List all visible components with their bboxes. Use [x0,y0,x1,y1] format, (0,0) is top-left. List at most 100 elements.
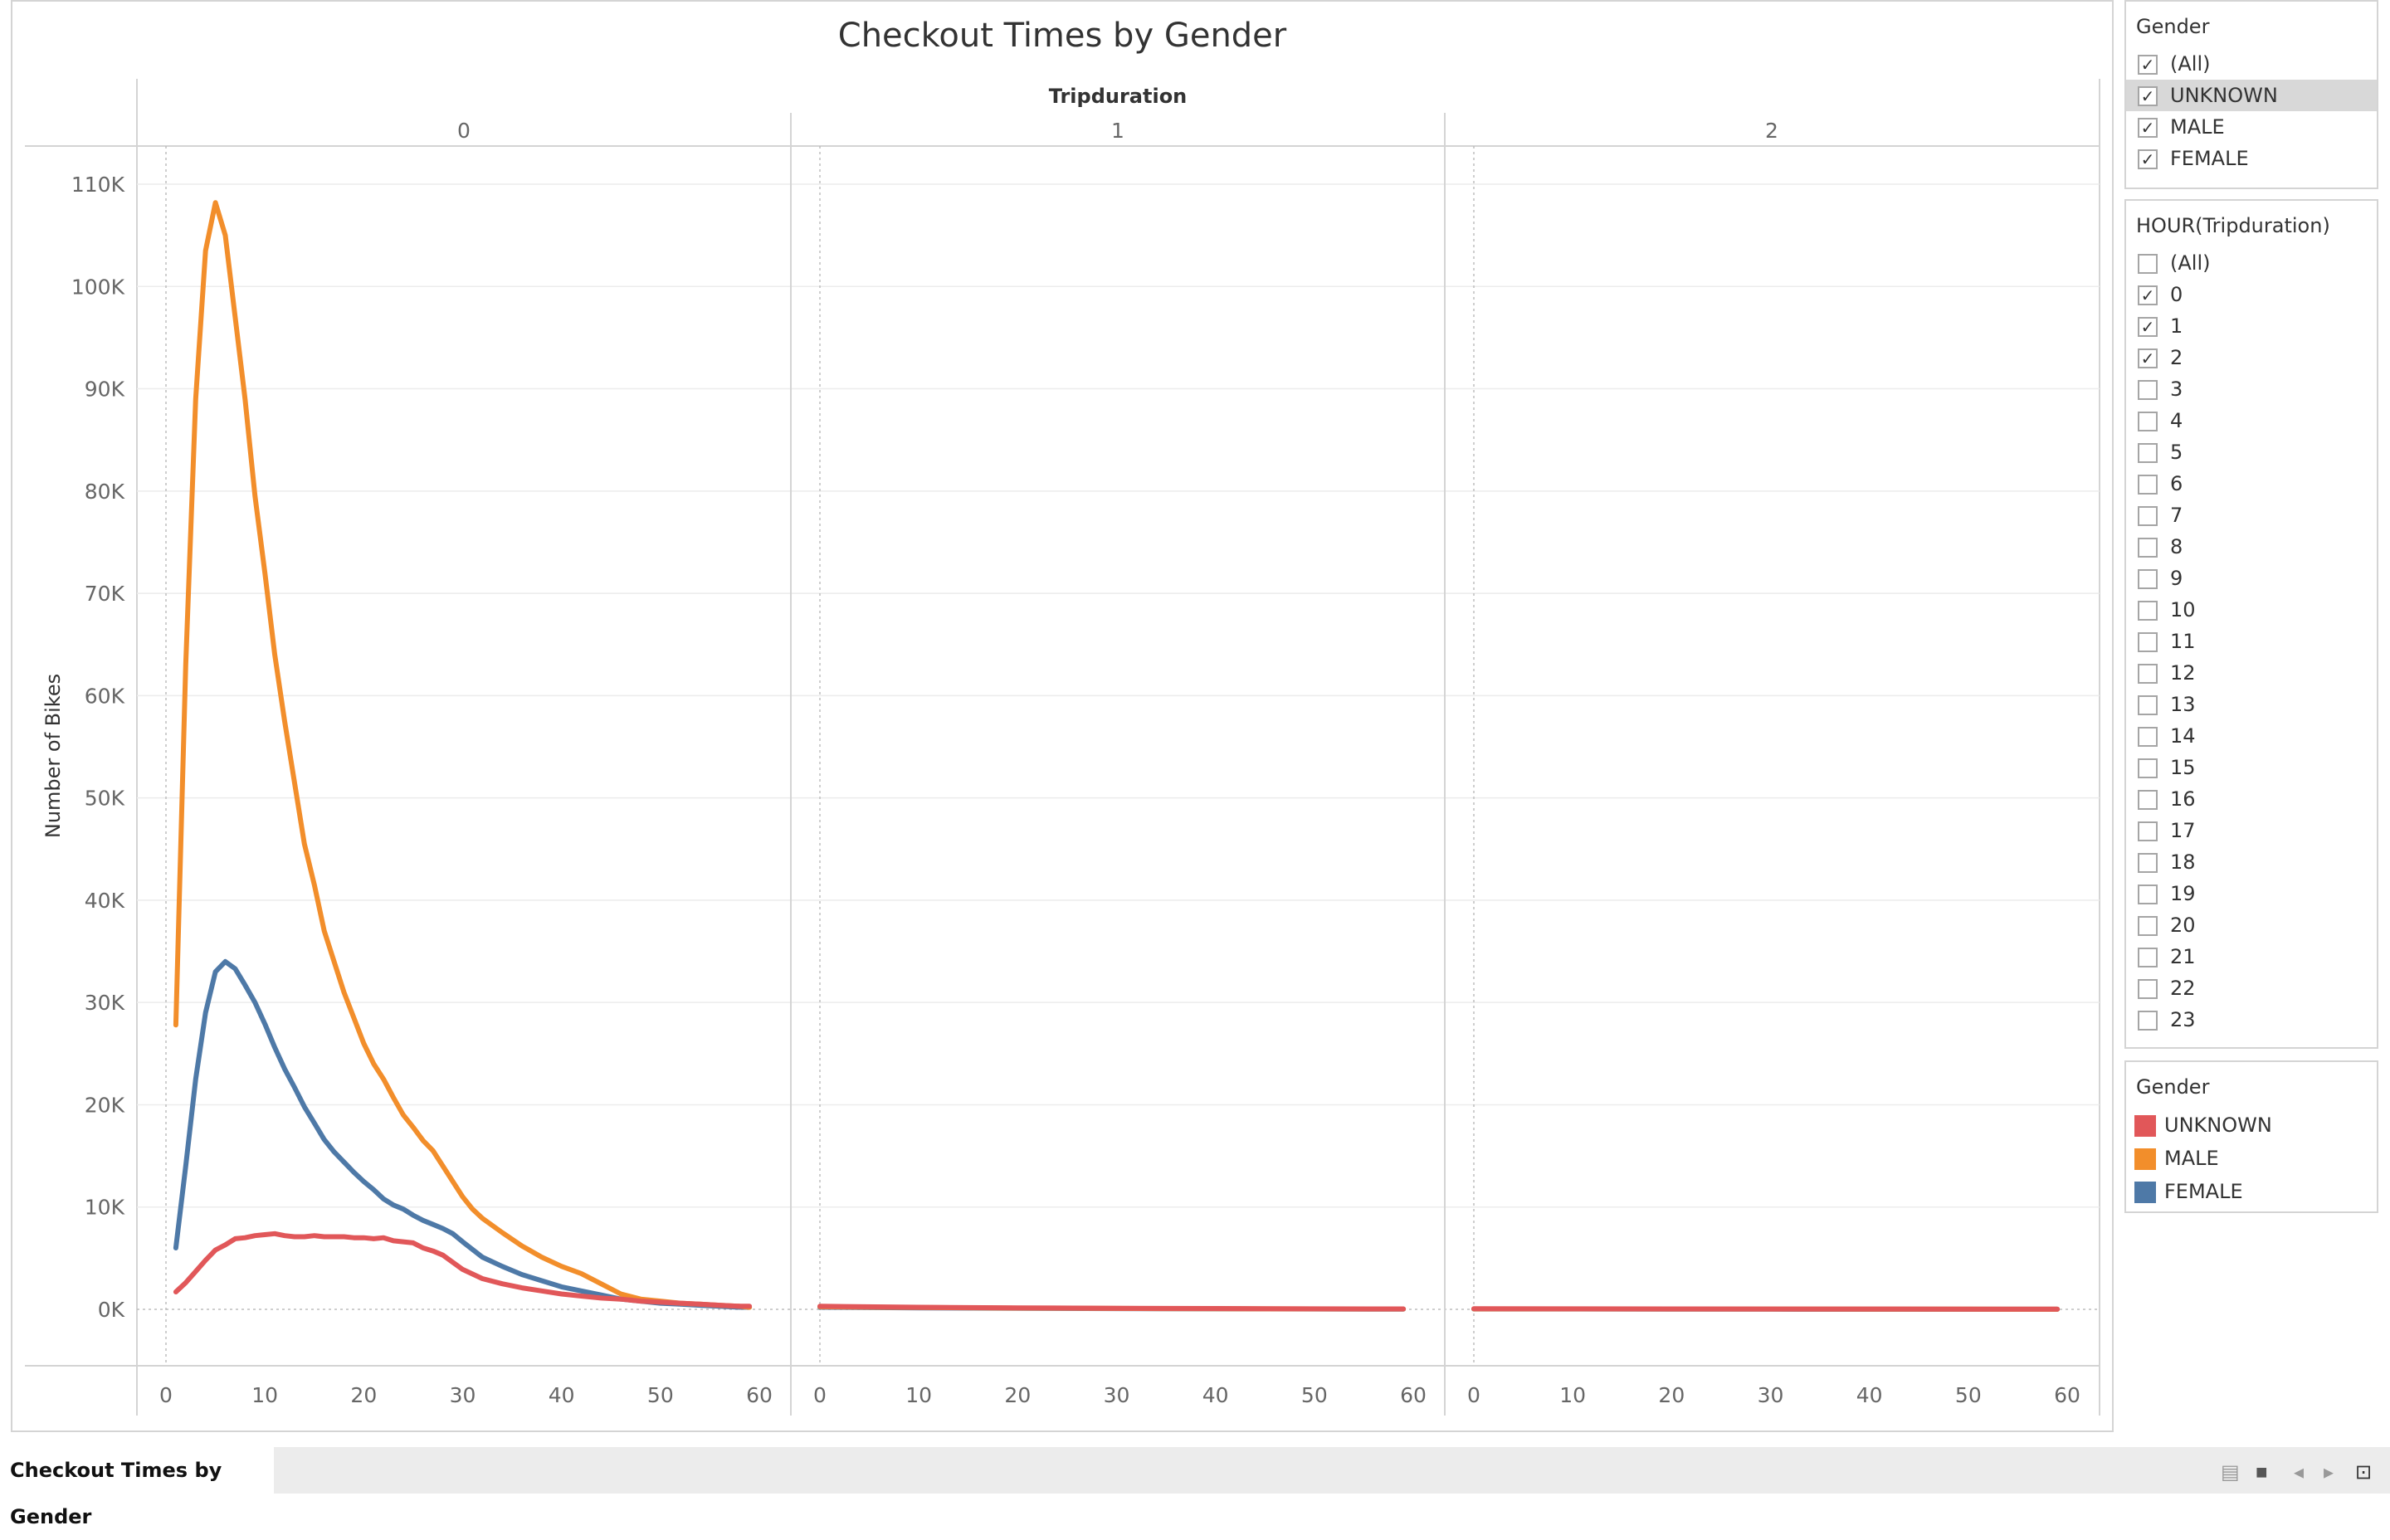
grid-view-icon[interactable]: ▤ [2221,1463,2240,1483]
legend-item[interactable]: UNKNOWN [2126,1109,2377,1142]
checkbox[interactable] [2138,506,2158,526]
hour-filter-option[interactable]: ✓2 [2126,342,2377,373]
gender-filter-option-label: FEMALE [2170,143,2249,174]
panel-header-label: 1 [1111,119,1124,143]
y-tick-label: 80K [85,480,125,504]
checkbox[interactable]: ✓ [2138,55,2158,75]
hour-filter-option-label: 15 [2170,752,2196,783]
hour-filter-option-label: (All) [2170,247,2210,279]
checkbox[interactable]: ✓ [2138,317,2158,337]
column-header: Tripduration [1049,85,1188,108]
sheet-tab[interactable]: Checkout Times by Gender [0,1447,274,1494]
hour-filter-option[interactable]: 18 [2126,846,2377,878]
hour-filter-title: HOUR(Tripduration) [2126,201,2377,247]
x-tick-label: 60 [2054,1383,2080,1407]
legend-swatch [2134,1115,2156,1137]
hour-filter-option[interactable]: 13 [2126,689,2377,720]
hour-filter-option-label: 12 [2170,657,2196,689]
checkbox[interactable]: ✓ [2138,348,2158,368]
hour-filter-option-label: 11 [2170,626,2196,657]
hour-filter-option[interactable]: 11 [2126,626,2377,657]
hour-filter-option-label: 2 [2170,342,2183,373]
y-tick-label: 10K [85,1196,125,1220]
checkbox[interactable] [2138,412,2158,431]
hour-filter-option[interactable]: ✓1 [2126,310,2377,342]
hour-filter-option[interactable]: 10 [2126,594,2377,626]
previous-sheet-icon[interactable]: ◂ [2294,1463,2304,1483]
hour-filter-option[interactable]: 3 [2126,373,2377,405]
legend-item[interactable]: MALE [2126,1142,2377,1175]
checkbox[interactable] [2138,948,2158,967]
hour-filter-option[interactable]: ✓0 [2126,279,2377,310]
checkbox[interactable] [2138,853,2158,873]
hour-filter-option[interactable]: 5 [2126,436,2377,468]
hour-filter-option[interactable]: 12 [2126,657,2377,689]
checkbox[interactable] [2138,601,2158,621]
x-tick-label: 50 [647,1383,674,1407]
hour-filter-option[interactable]: 6 [2126,468,2377,500]
checkbox[interactable] [2138,443,2158,463]
checkbox[interactable] [2138,569,2158,589]
x-tick-label: 10 [1559,1383,1586,1407]
checkbox[interactable]: ✓ [2138,285,2158,305]
checkbox[interactable] [2138,916,2158,936]
checkbox[interactable]: ✓ [2138,149,2158,169]
hour-filter-option[interactable]: 15 [2126,752,2377,783]
x-tick-label: 30 [1758,1383,1784,1407]
hour-filter-option[interactable]: 8 [2126,531,2377,563]
checkbox[interactable] [2138,664,2158,684]
gender-filter-option-label: (All) [2170,48,2210,80]
x-tick-label: 50 [1301,1383,1328,1407]
gender-filter-option[interactable]: ✓MALE [2126,111,2377,143]
checkbox[interactable]: ✓ [2138,118,2158,138]
x-tick-label: 50 [1955,1383,1982,1407]
hour-filter-option-label: 23 [2170,1004,2196,1036]
y-axis-title: Number of Bikes [41,674,65,838]
hour-filter-option[interactable]: 7 [2126,500,2377,531]
hour-filter-option[interactable]: 14 [2126,720,2377,752]
hour-filter-option[interactable]: (All) [2126,247,2377,279]
hour-filter-option[interactable]: 21 [2126,941,2377,972]
checkbox[interactable] [2138,979,2158,999]
checkbox[interactable] [2138,632,2158,652]
checkbox[interactable] [2138,885,2158,904]
legend-title: Gender [2126,1062,2377,1109]
checkbox[interactable]: ✓ [2138,86,2158,106]
hour-filter-option[interactable]: 17 [2126,815,2377,846]
hour-filter-option[interactable]: 23 [2126,1004,2377,1036]
tile-view-icon[interactable]: ■ [2256,1463,2268,1483]
y-tick-label: 50K [85,787,125,811]
checkbox[interactable] [2138,380,2158,400]
checkbox[interactable] [2138,538,2158,558]
legend-item[interactable]: FEMALE [2126,1175,2377,1208]
gender-filter-option[interactable]: ✓ (All) [2126,48,2377,80]
presentation-mode-icon[interactable]: ⊡ [2355,1463,2372,1483]
checkbox[interactable] [2138,1011,2158,1031]
y-tick-label: 30K [85,991,125,1015]
checkbox[interactable] [2138,758,2158,778]
checkbox[interactable] [2138,727,2158,747]
checkbox[interactable] [2138,821,2158,841]
checkbox[interactable] [2138,790,2158,810]
hour-filter-option[interactable]: 19 [2126,878,2377,909]
gender-filter-option[interactable]: ✓ FEMALE [2126,143,2377,174]
checkbox[interactable] [2138,695,2158,715]
checkbox[interactable] [2138,475,2158,495]
hour-filter-option-label: 10 [2170,594,2196,626]
hour-filter-option-label: 19 [2170,878,2196,909]
x-tick-label: 40 [1202,1383,1229,1407]
next-sheet-icon[interactable]: ▸ [2324,1463,2334,1483]
checkbox[interactable] [2138,254,2158,274]
hour-filter-option[interactable]: 16 [2126,783,2377,815]
hour-filter-option[interactable]: 4 [2126,405,2377,436]
hour-filter-option-label: 14 [2170,720,2196,752]
hour-filter-option[interactable]: 20 [2126,909,2377,941]
hour-filter-option-label: 0 [2170,279,2183,310]
hour-filter-option[interactable]: 9 [2126,563,2377,594]
hour-filter-option-label: 22 [2170,972,2196,1004]
hour-filter-option[interactable]: 22 [2126,972,2377,1004]
gender-filter-option[interactable]: ✓UNKNOWN [2126,80,2377,111]
x-tick-label: 20 [1004,1383,1031,1407]
